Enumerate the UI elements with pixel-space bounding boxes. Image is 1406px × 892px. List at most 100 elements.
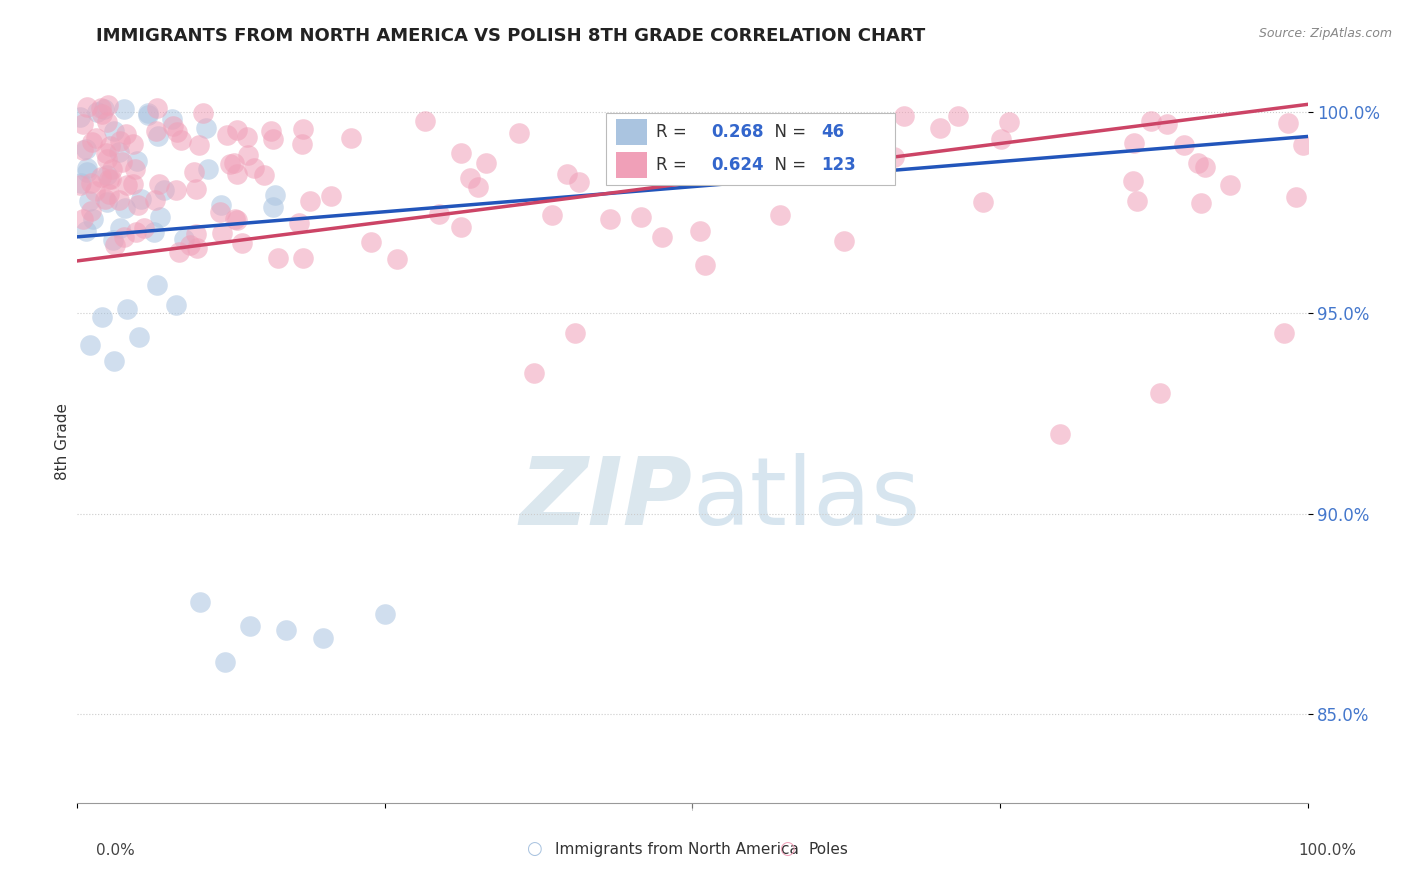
Point (1285, 190, 1308, 204)
Point (184, 182, 207, 196)
Text: Source: ZipAtlas.com: Source: ZipAtlas.com (1258, 27, 1392, 40)
Point (96, 195, 118, 210)
Point (76, 165, 98, 179)
Point (122, 137, 145, 152)
Point (84, 130, 107, 145)
Point (108, 134, 131, 148)
Point (77, 194, 100, 208)
Point (467, 180, 489, 194)
Point (1049, 426, 1071, 441)
Point (104, 237, 127, 252)
Text: 0.624: 0.624 (711, 156, 763, 174)
Point (115, 178, 138, 193)
Point (173, 231, 195, 245)
Point (374, 607, 396, 622)
Point (114, 202, 136, 216)
Point (94, 146, 117, 161)
Point (80, 203, 103, 218)
Point (1122, 136, 1144, 150)
Point (946, 109, 969, 123)
Point (243, 161, 266, 175)
Point (76, 161, 98, 175)
Point (160, 112, 183, 127)
Text: ○: ○ (526, 840, 543, 858)
Point (72, 117, 94, 131)
Point (239, 619, 262, 633)
Point (103, 124, 125, 138)
Point (107, 145, 129, 159)
Point (111, 155, 134, 169)
Point (264, 187, 287, 202)
Point (93, 102, 115, 116)
Point (72, 143, 94, 157)
Point (769, 208, 792, 222)
Point (72, 211, 94, 226)
Point (143, 193, 166, 207)
Point (231, 235, 253, 250)
Point (108, 220, 131, 235)
Point (146, 101, 169, 115)
Point (170, 133, 193, 147)
Point (97, 171, 120, 186)
Point (195, 121, 218, 136)
Point (225, 167, 247, 181)
Point (450, 145, 472, 160)
Point (125, 225, 148, 239)
Point (689, 224, 711, 238)
Point (124, 162, 146, 177)
Point (564, 326, 586, 341)
Point (179, 237, 201, 252)
Point (129, 192, 152, 206)
Point (108, 193, 131, 207)
Point (70, 176, 93, 190)
Point (136, 106, 159, 120)
Point (183, 165, 205, 179)
Point (187, 137, 209, 152)
Point (69, 110, 91, 124)
Point (211, 226, 233, 240)
Point (1156, 117, 1178, 131)
Point (1194, 160, 1216, 174)
Point (1218, 178, 1240, 192)
Point (262, 132, 284, 146)
Point (83, 185, 105, 199)
Point (1189, 195, 1212, 210)
Point (96, 152, 118, 166)
Point (651, 230, 673, 244)
Point (312, 632, 335, 646)
Point (96, 169, 118, 183)
Point (115, 302, 138, 317)
Point (209, 198, 232, 212)
Point (1140, 114, 1163, 128)
Point (86, 104, 108, 119)
Text: N =: N = (763, 156, 811, 174)
Point (1122, 174, 1144, 188)
Point (287, 216, 309, 230)
Point (1277, 116, 1299, 130)
Point (125, 153, 148, 168)
Point (1292, 137, 1315, 152)
Point (127, 198, 149, 212)
Point (385, 252, 408, 267)
Point (122, 177, 145, 191)
Point (253, 168, 276, 182)
Point (508, 126, 530, 140)
Point (186, 241, 208, 255)
Text: Poles: Poles (808, 842, 848, 856)
Point (97, 186, 120, 201)
Text: 0.0%: 0.0% (96, 843, 135, 858)
Point (360, 235, 382, 249)
Point (998, 115, 1021, 129)
Point (166, 125, 188, 139)
Point (235, 129, 257, 144)
Point (291, 137, 314, 152)
Point (555, 167, 578, 181)
Point (128, 330, 150, 344)
Point (217, 128, 239, 142)
Point (292, 251, 315, 265)
Point (262, 200, 284, 214)
Point (893, 109, 915, 123)
Point (132, 220, 155, 235)
Point (82, 211, 104, 226)
Point (340, 131, 363, 145)
